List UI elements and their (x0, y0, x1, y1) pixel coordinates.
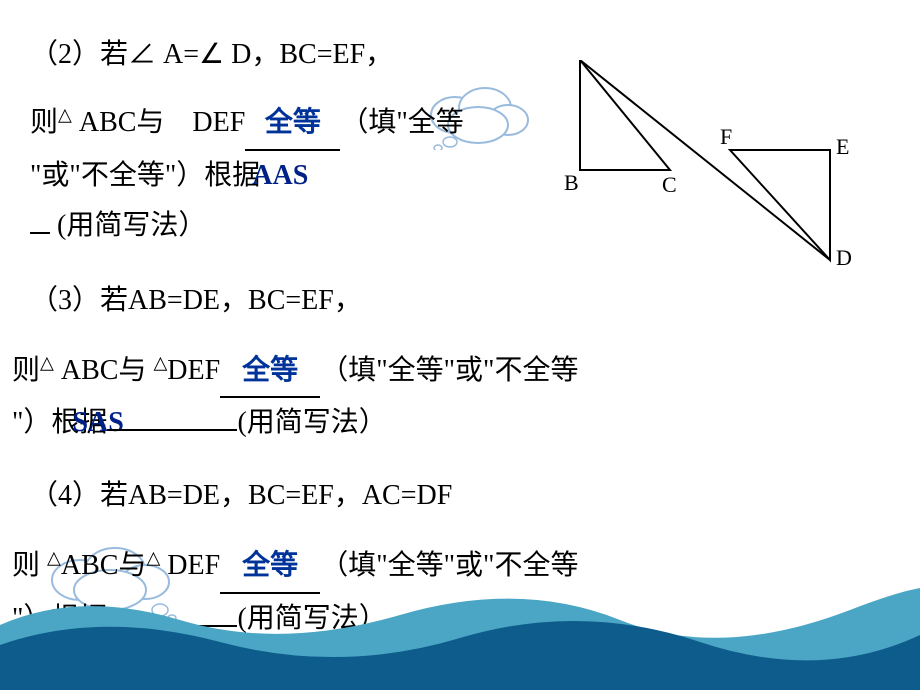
main-content: （2）若∠ A=∠ D，BC=EF， 则△ ABC与 DEF全等（填"全等 "或… (30, 30, 890, 644)
problem-2: （2）若∠ A=∠ D，BC=EF， 则△ ABC与 DEF 全等 （填"全等 "或… (30, 30, 890, 252)
p2-blank1: 全等 (245, 98, 340, 150)
triangle-icon: △ (146, 548, 160, 568)
p3-ans2: SAS (72, 407, 123, 438)
triangle-icon: △ (47, 548, 61, 568)
p3-l2d: （填"全等"或"不全等 (320, 355, 578, 386)
p3-blank2 (107, 429, 237, 431)
triangle-icon: △ (40, 353, 54, 373)
p2-blank2 (30, 232, 50, 234)
wave-decoration (0, 570, 920, 690)
p2-l2c: （填"全等 (340, 107, 463, 138)
p3-l2c: DEF (167, 355, 220, 386)
p4-prefix: （4）若AB=DE，BC=EF，AC=DF (30, 480, 452, 511)
p2-prefix: （2）若 (30, 39, 128, 70)
triangle-icon: △ (58, 105, 72, 125)
p3-ans1: 全等 (242, 355, 298, 386)
p2-ans2: AAS (252, 160, 308, 191)
p2-l2b: ABC与 DEF (72, 107, 245, 138)
p2-l3a: "或"不全等"）根据 (30, 160, 260, 191)
p2-cond: ∠ A=∠ D，BC=EF， (128, 39, 393, 70)
p2-l2a: 则 (30, 107, 58, 138)
p3-l2b: ABC与 (54, 355, 154, 386)
p3-l3b: (用简写法） (237, 407, 386, 438)
p3-blank1: 全等 (220, 346, 320, 398)
triangle-icon: △ (153, 353, 167, 373)
problem-3: （3）若AB=DE，BC=EF， 则△ ABC与 △DEF全等（填"全等"或"不… (30, 276, 890, 449)
p2-l4: (用简写法） (50, 210, 206, 241)
p3-prefix: （3）若AB=DE，BC=EF， (30, 285, 362, 316)
p2-ans1: 全等 (265, 107, 321, 138)
p3-l2a: 则 (12, 355, 40, 386)
